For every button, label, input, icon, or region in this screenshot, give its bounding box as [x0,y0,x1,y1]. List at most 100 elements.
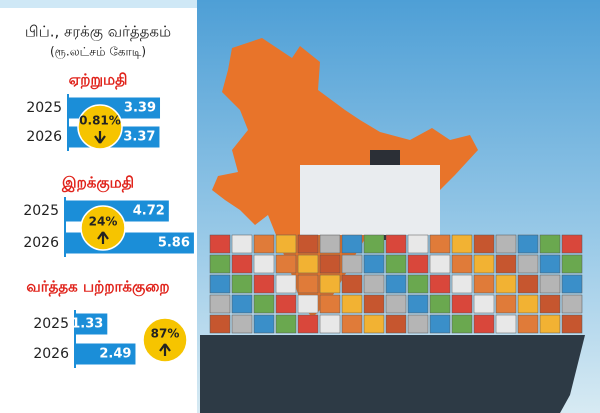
section-title: வர்த்தக பற்றாக்குறை [26,278,169,297]
container [385,234,407,254]
container [363,254,385,274]
container [319,314,341,334]
year-label: 2025 [33,316,69,332]
title: பிப்., சரக்கு வர்த்தகம் [25,23,171,42]
container [473,294,495,314]
container [253,314,275,334]
ship-photo [197,0,600,413]
change-badge [142,317,188,363]
container [253,294,275,314]
container [319,294,341,314]
container [209,274,231,294]
container [319,254,341,274]
container [231,274,253,294]
subtitle: (ரூ.லட்சம் கோடி) [50,45,146,60]
container [363,314,385,334]
change-arrow [97,231,109,244]
container [407,294,429,314]
container [473,314,495,334]
section-title: ஏற்றுமதி [69,71,128,90]
container [561,274,583,294]
container [495,254,517,274]
container [429,254,451,274]
container [341,274,363,294]
value-label: 2.49 [99,347,131,362]
container [539,254,561,274]
container [297,234,319,254]
container [517,234,539,254]
ship-hull [200,335,585,413]
year-label: 2026 [33,346,69,362]
container [473,234,495,254]
change-badge [77,104,123,150]
container [561,254,583,274]
change-arrow [159,343,171,356]
change-label: 24% [89,215,118,229]
container [385,274,407,294]
year-label: 2025 [23,203,59,219]
container [275,294,297,314]
change-badge [80,205,126,251]
value-label: 3.37 [123,130,155,145]
container [517,254,539,274]
container [561,294,583,314]
container [297,274,319,294]
container [407,254,429,274]
container [451,294,473,314]
container [209,294,231,314]
year-label: 2026 [26,129,62,145]
change-label: 0.81% [79,114,121,128]
container [297,254,319,274]
container [517,314,539,334]
container [495,294,517,314]
container [341,294,363,314]
container [319,274,341,294]
container [319,234,341,254]
bar [75,313,108,335]
container [363,234,385,254]
value-label: 5.86 [158,236,190,251]
container [231,314,253,334]
change-arrow [94,131,106,144]
container [473,254,495,274]
container [341,234,363,254]
containers [209,234,583,334]
container [495,234,517,254]
container [385,314,407,334]
container [451,314,473,334]
container [253,234,275,254]
container [561,314,583,334]
container [429,234,451,254]
container [429,314,451,334]
ship-bridge [300,165,440,235]
container [297,294,319,314]
container [539,294,561,314]
container [517,274,539,294]
container [517,294,539,314]
top-strip [0,0,197,8]
value-label: 3.39 [124,101,156,116]
container [209,314,231,334]
container [209,234,231,254]
container [407,234,429,254]
year-label: 2026 [23,235,59,251]
container [539,274,561,294]
value-label: 4.72 [133,204,165,219]
container [209,254,231,274]
container [231,294,253,314]
container [385,294,407,314]
container [231,234,253,254]
container [495,314,517,334]
container [451,234,473,254]
year-label: 2025 [26,100,62,116]
container [341,254,363,274]
container [429,294,451,314]
change-label: 87% [151,327,180,341]
container [275,274,297,294]
container [429,274,451,294]
container [363,294,385,314]
container [341,314,363,334]
value-label: 1.33 [71,317,103,332]
container [385,254,407,274]
